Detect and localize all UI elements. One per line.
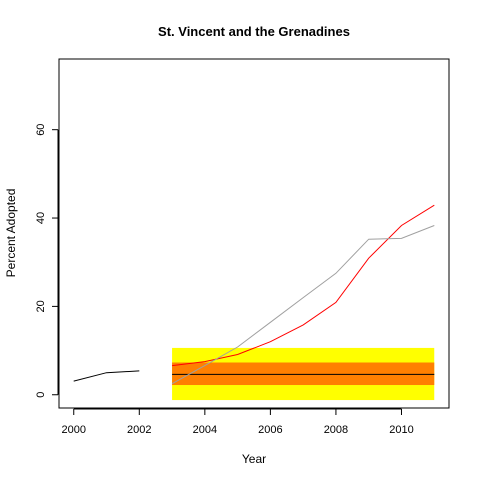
band-1 <box>172 362 434 385</box>
x-axis-label: Year <box>242 452 266 466</box>
y-tick-label: 60 <box>35 124 47 136</box>
chart-title: St. Vincent and the Grenadines <box>158 24 350 39</box>
y-axis-label: Percent Adopted <box>4 189 18 278</box>
x-tick-label: 2006 <box>258 424 282 436</box>
x-tick-label: 2000 <box>62 424 86 436</box>
x-tick-label: 2002 <box>127 424 151 436</box>
x-axis: 2000 2002 2004 2006 2008 2010 <box>62 409 414 436</box>
series-line-0 <box>74 371 140 381</box>
y-tick-label: 40 <box>35 212 47 224</box>
y-tick-label: 0 <box>35 392 47 398</box>
y-axis: 0 20 40 60 <box>35 124 58 398</box>
x-tick-label: 2008 <box>324 424 348 436</box>
x-tick-label: 2010 <box>389 424 413 436</box>
series-line-2 <box>172 205 434 365</box>
x-tick-label: 2004 <box>193 424 217 436</box>
y-tick-label: 20 <box>35 300 47 312</box>
